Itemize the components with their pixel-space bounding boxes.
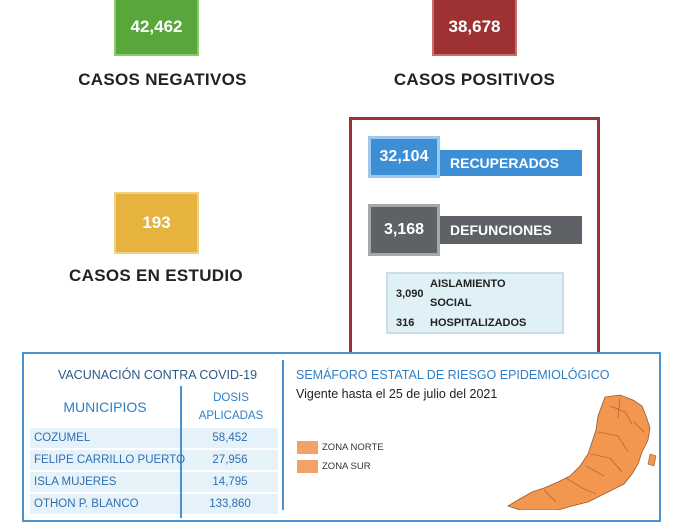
column-divider [180,428,182,518]
header-dosis-line2: APLICADAS [198,410,264,422]
casos-estudio-box: 193 [114,192,199,254]
legend-zona-norte-swatch [297,441,318,454]
header-dosis-line1: DOSIS [213,392,249,404]
semaforo-title: SEMÁFORO ESTATAL DE RIESGO EPIDEMIOLÓGIC… [296,368,610,382]
row-municipio: ISLA MUJERES [34,476,117,488]
row-dosis: 27,956 [212,454,248,466]
vacunacion-table: MUNICIPIOS DOSIS APLICADAS COZUMEL 58,45… [30,386,280,518]
aislamiento-label-line1: AISLAMIENTO [430,278,506,290]
table-row [30,428,278,448]
row-dosis: 58,452 [212,432,248,444]
casos-positivos-value: 38,678 [448,17,501,36]
table-row [30,472,278,492]
vacunacion-title: VACUNACIÓN CONTRA COVID-19 [57,368,258,382]
legend-zona-sur-label: ZONA SUR [322,461,371,472]
recuperados-label-box: RECUPERADOS [440,150,582,176]
casos-negativos-value: 42,462 [130,17,183,36]
map-shape [507,394,651,510]
row-municipio: FELIPE CARRILLO PUERTO [34,454,186,466]
defunciones-value-box: 3,168 [368,204,440,256]
header-municipios: MUNICIPIOS [30,386,180,428]
casos-estudio-value: 193 [142,213,171,232]
positivos-breakdown-frame [349,117,600,353]
defunciones-label: DEFUNCIONES [450,222,552,238]
panel-divider [282,360,284,510]
legend-zona-sur-swatch [297,460,318,473]
hospitalizados-value: 316 [396,317,415,329]
recuperados-value-box: 32,104 [368,136,440,178]
aislamiento-label-line2: SOCIAL [430,297,472,309]
cozumel-island [647,453,657,467]
casos-estudio-label: CASOS EN ESTUDIO [69,266,243,285]
header-municipios-text: MUNICIPIOS [63,399,147,415]
table-row [30,494,278,514]
recuperados-value: 32,104 [379,148,429,165]
table-row [30,450,278,470]
recuperados-label: RECUPERADOS [450,155,559,171]
defunciones-value: 3,168 [383,221,425,238]
legend-zona-norte-label: ZONA NORTE [322,442,384,453]
row-dosis: 133,860 [209,498,251,510]
header-dosis: DOSIS APLICADAS [180,386,280,428]
casos-negativos-label: CASOS NEGATIVOS [78,70,247,89]
aislamiento-value: 3,090 [396,288,424,300]
casos-positivos-box: 38,678 [432,0,517,56]
row-municipio: OTHON P. BLANCO [34,498,139,510]
casos-positivos-label: CASOS POSITIVOS [393,70,556,89]
defunciones-label-box: DEFUNCIONES [440,216,582,244]
quintana-roo-map [507,394,657,510]
semaforo-vigencia: Vigente hasta el 25 de julio del 2021 [296,387,498,401]
casos-negativos-box: 42,462 [114,0,199,56]
row-municipio: COZUMEL [34,432,91,444]
aislamiento-hospitalizados-box [386,272,564,334]
row-dosis: 14,795 [212,476,248,488]
hospitalizados-label: HOSPITALIZADOS [430,317,527,329]
